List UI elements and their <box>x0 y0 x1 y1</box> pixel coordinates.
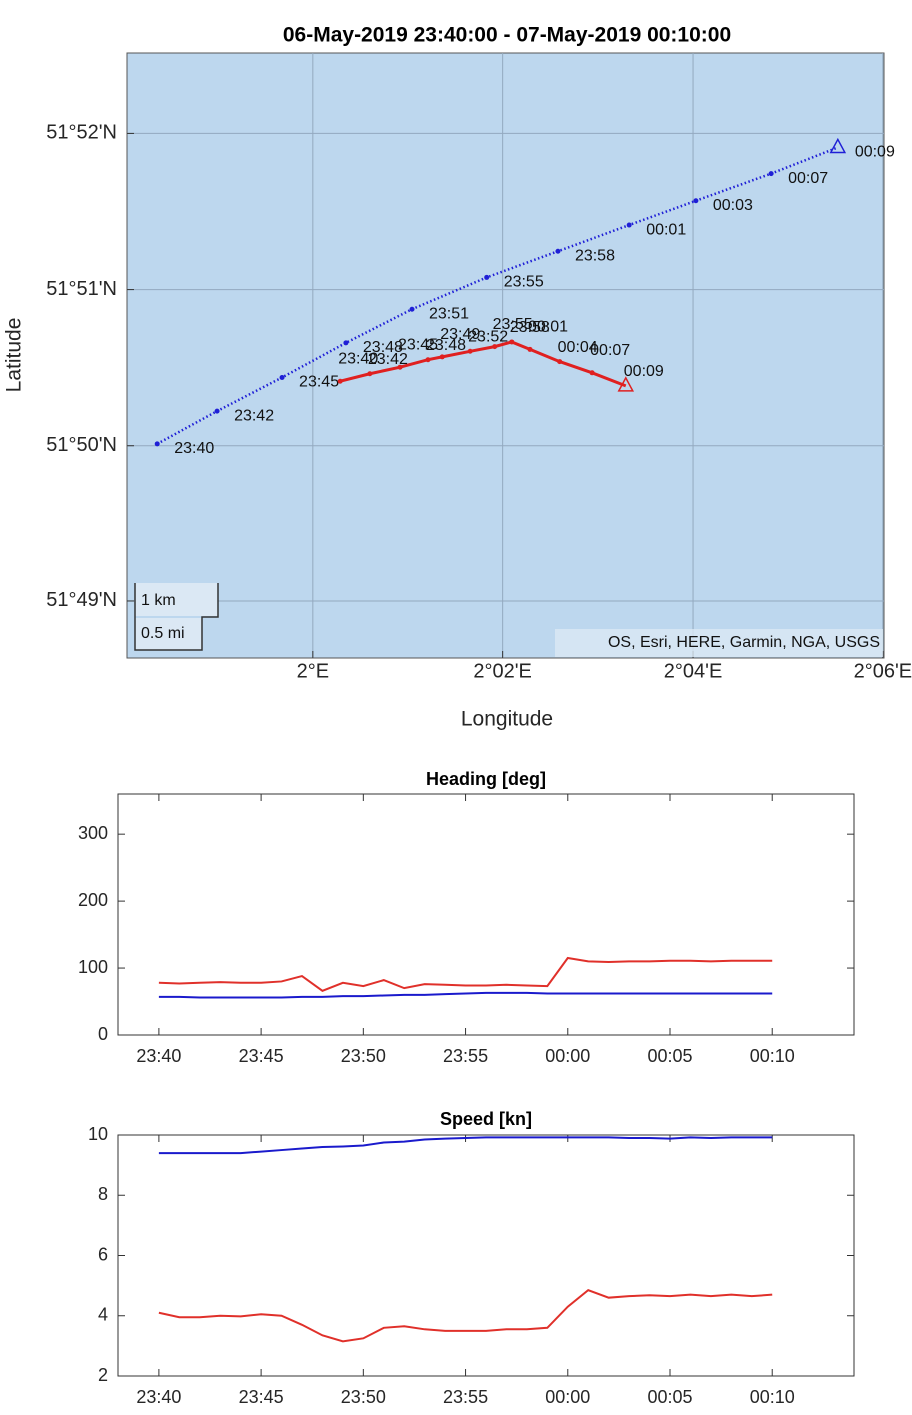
x-tick-label: 2°02'E <box>473 660 532 682</box>
x-tick-label: 23:50 <box>341 1387 386 1407</box>
point-label: 23:40 <box>174 440 214 457</box>
x-tick-label: 23:40 <box>136 1046 181 1066</box>
track-point <box>154 441 160 447</box>
point-label: 23:55 <box>493 316 533 333</box>
chart-title: Heading [deg] <box>426 769 546 789</box>
point-label: 23:49 <box>440 326 480 343</box>
point-label: 00:04 <box>558 339 598 356</box>
track-point <box>397 364 403 370</box>
x-tick-label: 2°06'E <box>854 660 912 682</box>
chart-title: Speed [kn] <box>440 1109 532 1129</box>
y-tick-label: 51°52'N <box>46 122 117 144</box>
series-line <box>158 956 773 992</box>
scale-label: 1 km <box>141 592 176 609</box>
track-point <box>557 359 563 365</box>
x-tick-label: 00:05 <box>647 1046 692 1066</box>
track-point <box>409 306 415 312</box>
track-point <box>509 339 515 345</box>
point-label: 23:52 <box>468 329 508 346</box>
x-tick-label: 2°04'E <box>664 660 723 682</box>
track-point <box>467 348 473 354</box>
x-tick-label: 23:50 <box>341 1046 386 1066</box>
series-line <box>158 1289 773 1343</box>
x-tick-label: 23:45 <box>239 1387 284 1407</box>
y-tick-label: 51°51'N <box>46 278 117 300</box>
y-tick-label: 8 <box>98 1184 108 1204</box>
y-tick-label: 100 <box>78 957 108 977</box>
y-tick-label: 300 <box>78 823 108 843</box>
track-point <box>492 344 498 350</box>
track-point <box>337 378 343 384</box>
track-point <box>589 370 595 376</box>
scale-line <box>134 583 219 651</box>
x-tick-label: 23:55 <box>443 1387 488 1407</box>
attribution-box <box>555 629 883 657</box>
point-label: 23:42 <box>234 407 274 424</box>
track-end <box>617 376 635 392</box>
y-tick-label: 51°50'N <box>46 434 117 456</box>
track-point <box>626 222 632 228</box>
point-label: 23:48 <box>363 339 403 356</box>
x-tick-label: 23:45 <box>239 1046 284 1066</box>
y-tick-label: 10 <box>88 1124 108 1144</box>
plot-area <box>117 1134 855 1377</box>
track-point <box>367 371 373 377</box>
track-point <box>484 274 490 280</box>
track-point <box>279 374 285 380</box>
scale-label: 0.5 mi <box>141 625 185 642</box>
point-label: 00:07 <box>788 170 828 187</box>
point-label: 00:07 <box>590 342 630 359</box>
track-line <box>339 340 627 388</box>
series-line <box>158 1136 773 1155</box>
track-point <box>343 340 349 346</box>
scale-box <box>135 583 218 616</box>
point-label: 23:40 <box>338 350 378 367</box>
track-end <box>829 137 847 154</box>
x-tick-label: 00:00 <box>545 1046 590 1066</box>
x-tick-label: 00:10 <box>750 1387 795 1407</box>
x-tick-label: 23:40 <box>136 1387 181 1407</box>
plot-area <box>117 793 855 1036</box>
x-tick-label: 00:10 <box>750 1046 795 1066</box>
x-axis-label: Longitude <box>461 708 553 731</box>
track-point <box>214 408 220 414</box>
track-point <box>439 354 445 360</box>
track-point <box>527 346 533 352</box>
map-title: 06-May-2019 23:40:00 - 07-May-2019 00:10… <box>283 24 731 47</box>
x-tick-label: 00:05 <box>647 1387 692 1407</box>
x-tick-label: 00:00 <box>545 1387 590 1407</box>
y-tick-label: 6 <box>98 1244 108 1264</box>
x-tick-label: 2°E <box>297 660 329 682</box>
track-point <box>555 248 561 254</box>
y-tick-label: 200 <box>78 890 108 910</box>
point-label: 00:09 <box>624 363 664 380</box>
x-tick-label: 23:55 <box>443 1046 488 1066</box>
point-label: 23:58 <box>575 247 615 264</box>
y-axis-label: Latitude <box>3 318 26 393</box>
track-point <box>693 198 699 204</box>
point-label: 23:58 <box>510 319 550 336</box>
scale-box <box>135 618 202 650</box>
point-label: 23:51 <box>429 305 469 322</box>
y-tick-label: 0 <box>98 1024 108 1044</box>
point-label: 00:01 <box>646 221 686 238</box>
point-label: 23:45 <box>299 374 339 391</box>
map-background <box>126 52 885 659</box>
point-label: 00:01 <box>528 319 568 336</box>
y-tick-label: 51°49'N <box>46 589 117 611</box>
track-point <box>425 357 431 363</box>
attribution: OS, Esri, HERE, Garmin, NGA, USGS <box>608 634 880 651</box>
series-line <box>158 991 773 999</box>
y-tick-label: 2 <box>98 1365 108 1385</box>
point-label: 23:42 <box>368 351 408 368</box>
track-point <box>768 171 774 177</box>
point-label: 00:09 <box>855 144 895 161</box>
point-label: 23:48 <box>426 337 466 354</box>
point-label: 23:45 <box>398 336 438 353</box>
point-label: 00:03 <box>713 197 753 214</box>
y-tick-label: 4 <box>98 1305 108 1325</box>
point-label: 23:55 <box>504 274 544 291</box>
